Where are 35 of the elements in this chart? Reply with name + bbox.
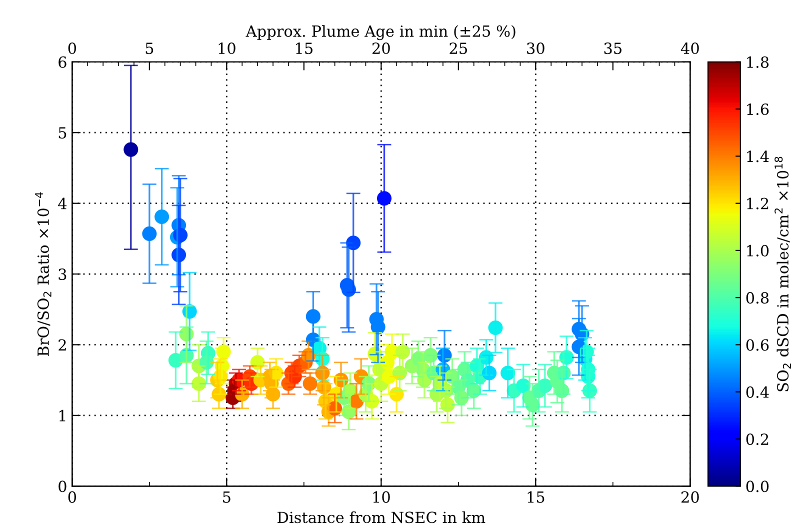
y-tick-label: 6 xyxy=(58,56,66,68)
color-bar-label: 0.4 xyxy=(746,386,769,398)
y-tick-label: 5 xyxy=(58,127,66,139)
x-axis-title: Distance from NSEC in km xyxy=(278,511,486,524)
color-bar-label: 1.6 xyxy=(747,104,769,116)
x2-tick-label: 20 xyxy=(372,42,390,54)
color-bar-label: 0.0 xyxy=(746,480,769,492)
color-bar-label: 0.6 xyxy=(746,339,769,351)
x2-axis-title: Approx. Plume Age in min (±25 %) xyxy=(246,25,516,40)
x-tick-label: 15 xyxy=(528,491,544,503)
color-bar-title: SO$_{2}$ dSCD in molec/cm$^{2}$ ×10$^{18}$ xyxy=(774,156,791,392)
x-tick-label: 0 xyxy=(68,491,76,503)
x-tick-label: 5 xyxy=(223,491,230,503)
x-tick-label: 20 xyxy=(681,491,699,503)
x-tick-label: 10 xyxy=(373,491,390,503)
y-axis-title: BrO/SO$_{2}$ Ratio ×10$^{−4}$ xyxy=(35,192,52,356)
y-tick-label: 3 xyxy=(58,268,66,280)
x2-tick-label: 30 xyxy=(527,42,544,54)
y-tick-label: 2 xyxy=(58,339,66,351)
color-bar-label: 1.0 xyxy=(747,244,769,256)
x2-tick-label: 25 xyxy=(450,42,467,54)
x2-tick-label: 10 xyxy=(218,42,236,54)
color-bar-label: 0.8 xyxy=(746,292,769,304)
x2-tick-label: 40 xyxy=(680,42,699,54)
color-bar-label: 1.2 xyxy=(747,198,768,210)
x2-tick-label: 15 xyxy=(296,42,312,54)
y-tick-label: 1 xyxy=(59,410,66,422)
x2-tick-label: 35 xyxy=(604,42,622,54)
color-bar-label: 1.8 xyxy=(747,56,769,68)
y-tick-label: 0 xyxy=(58,480,66,492)
y-tick-label: 4 xyxy=(58,198,67,210)
color-bar-label: 0.2 xyxy=(746,433,768,446)
color-bar-label: 1.4 xyxy=(747,150,769,162)
x2-tick-label: 5 xyxy=(146,42,154,54)
x2-tick-label: 0 xyxy=(68,42,76,54)
